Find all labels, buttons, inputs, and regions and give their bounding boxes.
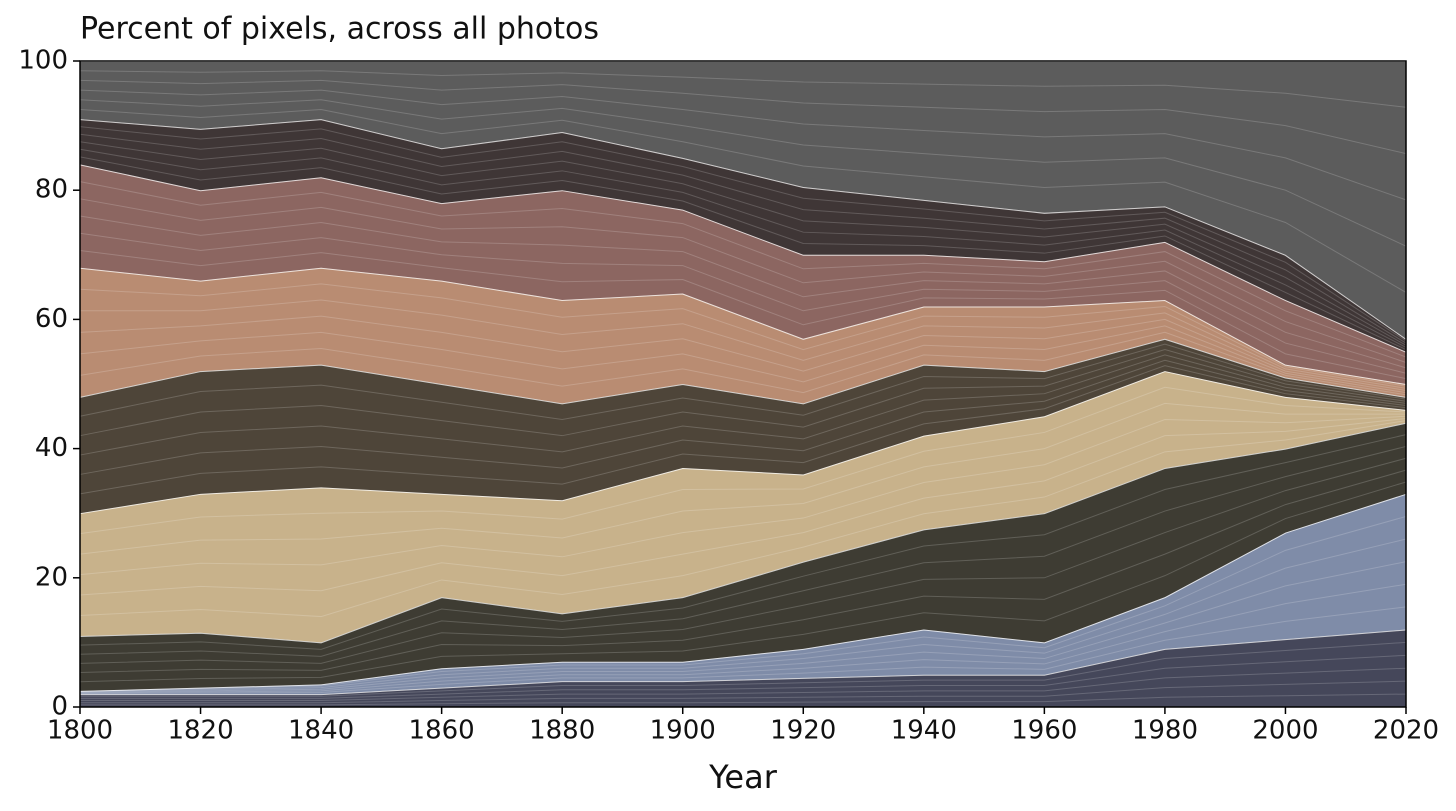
band-stripe [79, 359, 1407, 475]
band-stripe [79, 108, 1407, 293]
band-stripe [80, 693, 1407, 706]
band-stripe [79, 325, 1407, 394]
band-stripe [79, 232, 1407, 374]
band-stripe [79, 141, 1407, 346]
band-stripe [79, 133, 1407, 344]
band-stripe [79, 198, 1407, 363]
band-stripe [79, 181, 1407, 358]
y-tick-label: 20 [35, 562, 68, 592]
y-tick-label: 100 [18, 46, 68, 76]
band-stripe [79, 402, 1406, 555]
x-tick-label: 2020 [1373, 716, 1439, 746]
x-tick-label: 1800 [47, 716, 113, 746]
band-stripe [79, 434, 1407, 650]
x-tick-label: 1860 [409, 716, 475, 746]
band-stripe [79, 417, 1407, 596]
x-axis-label: Year [708, 758, 778, 796]
x-tick-label: 1880 [529, 716, 595, 746]
band-stripe [79, 349, 1407, 437]
area-band [80, 422, 1406, 691]
band-stripe [79, 148, 1407, 348]
y-tick-label: 60 [35, 304, 68, 334]
band-stripe [79, 156, 1407, 350]
x-tick-label: 1820 [167, 716, 233, 746]
band-stripe [80, 299, 1407, 389]
chart-title: Percent of pixels, across all photos [80, 12, 599, 47]
x-tick-label: 1920 [770, 716, 836, 746]
x-tick-label: 2000 [1252, 716, 1318, 746]
band-stripe [79, 606, 1407, 695]
area-band [80, 119, 1406, 352]
band-stripe [79, 561, 1407, 693]
x-tick-label: 1960 [1011, 716, 1077, 746]
area-band [80, 338, 1406, 514]
area-band [80, 493, 1406, 695]
band-stripe [79, 583, 1407, 694]
x-tick-label: 1980 [1132, 716, 1198, 746]
y-tick-label: 0 [51, 692, 68, 722]
band-stripe [80, 641, 1407, 697]
band-stripe [79, 79, 1407, 155]
plot-area [79, 60, 1407, 707]
band-stripe [79, 386, 1407, 535]
area-band [80, 629, 1406, 707]
band-stripe [79, 445, 1407, 657]
band-stripe [80, 680, 1407, 704]
y-tick-label: 80 [35, 175, 68, 205]
band-stripe [79, 215, 1407, 369]
band-stripe [80, 667, 1407, 702]
band-stripe [79, 481, 1407, 683]
area-band [80, 371, 1406, 643]
plot-frame [79, 60, 1407, 708]
band-stripe [79, 343, 1407, 421]
area-band [80, 164, 1406, 384]
band-stripe [79, 126, 1407, 342]
band-stripe [79, 365, 1407, 495]
band-stripe [79, 354, 1407, 456]
band-stripe [79, 315, 1407, 391]
band-stripe [79, 70, 1407, 108]
x-tick-label: 1900 [650, 716, 716, 746]
band-stripe [79, 331, 1407, 396]
area-band [80, 61, 1406, 339]
band-stripe [79, 538, 1407, 693]
band-stripe [79, 283, 1407, 387]
band-stripe [79, 420, 1407, 618]
band-stripe [79, 249, 1407, 380]
band-stripe [79, 469, 1407, 674]
area-band [80, 267, 1406, 404]
band-stripe [79, 89, 1407, 201]
x-tick-label: 1840 [288, 716, 354, 746]
band-stripe [79, 515, 1407, 692]
band-stripe [79, 99, 1407, 247]
y-tick-label: 40 [35, 433, 68, 463]
x-tick-label: 1940 [891, 716, 957, 746]
band-stripe [79, 415, 1407, 576]
band-stripe [79, 457, 1407, 664]
band-stripe [80, 654, 1407, 699]
